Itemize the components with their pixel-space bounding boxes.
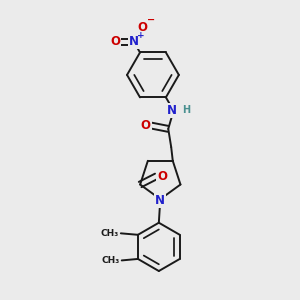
Text: N: N: [167, 104, 177, 117]
Text: CH₃: CH₃: [101, 256, 119, 265]
Text: CH₃: CH₃: [100, 229, 118, 238]
Text: N: N: [155, 194, 165, 207]
Text: O: O: [157, 170, 167, 183]
Text: H: H: [182, 105, 190, 115]
Text: −: −: [147, 15, 155, 25]
Text: O: O: [138, 21, 148, 34]
Text: N: N: [129, 35, 139, 48]
Text: O: O: [141, 119, 151, 132]
Text: +: +: [137, 31, 144, 40]
Text: O: O: [110, 35, 120, 48]
